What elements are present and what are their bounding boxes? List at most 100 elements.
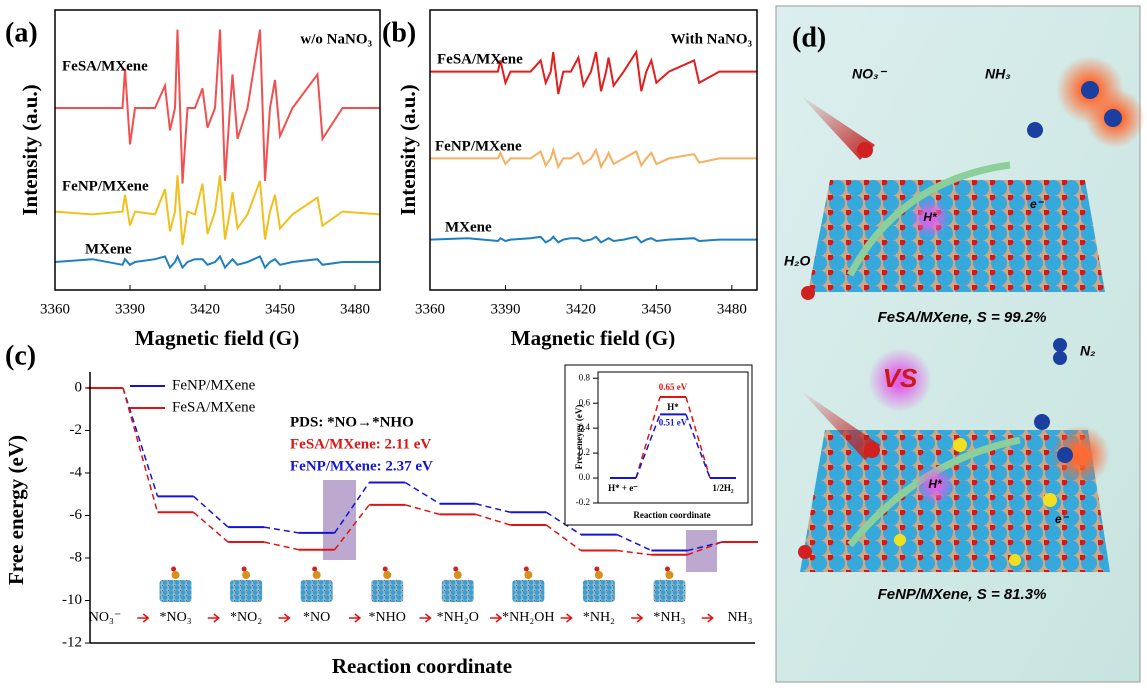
annotation: PDS: *NO→*NHO [290, 414, 414, 430]
connector [545, 511, 582, 536]
connector [193, 495, 229, 528]
connector [475, 513, 511, 526]
y-tick-label: -4 [70, 464, 83, 480]
slab-bottom [800, 430, 1110, 572]
connector [193, 511, 229, 543]
adsorbate [382, 566, 388, 572]
y-tick-label: 0.6 [579, 397, 591, 407]
spectrum-line [55, 29, 380, 184]
annotation: FeSA/MXene: 2.11 eV [290, 436, 431, 452]
annotation: FeNP/MXene: 2.37 eV [290, 458, 433, 474]
series-label: MXene [445, 219, 492, 235]
connector [404, 481, 441, 505]
nitrogen-label: N₂ [1080, 343, 1095, 359]
annotation: w/o NaNO₃ [300, 31, 372, 47]
hydrogen-label: H* [928, 477, 943, 491]
slab-top [808, 180, 1105, 292]
y-tick-label: 0.2 [579, 447, 590, 457]
x-tick-label: 3390 [490, 301, 520, 317]
catalyst-model [371, 580, 404, 602]
category-label: *NH₂O [437, 610, 479, 625]
y-axis-title: Free energy (eV) [4, 435, 28, 585]
x-tick-label: 3450 [641, 301, 671, 317]
arrow [631, 613, 644, 623]
series-label: FeSA/MXene [62, 58, 148, 74]
arrow [419, 613, 432, 623]
category-label: NH₃ [727, 610, 752, 625]
legend-label: FeSA/MXene [172, 399, 256, 415]
legend-label: FeNP/MXene [172, 377, 256, 393]
panel-d: (d) NO₃⁻ NH₃ H₂O H* H* e⁻ e⁻ FeSA/MXene,… [775, 5, 1145, 683]
catalyst-model [230, 580, 263, 602]
x-tick-label: 3390 [115, 301, 145, 317]
arrow [348, 613, 362, 623]
arrow [278, 613, 291, 623]
series-label: FeNP/MXene [62, 178, 149, 194]
catalyst-model [441, 580, 474, 602]
category-label: *NH₂ [583, 610, 615, 625]
hydrogen-label: H* [923, 210, 938, 224]
panel-label: (a) [5, 17, 38, 48]
y-tick-label: -12 [62, 634, 82, 650]
y-axis-title: Free eneygy (eV) [574, 405, 584, 470]
adsorbate [241, 566, 247, 572]
category-label: *NO₂ [230, 610, 262, 625]
x-axis-title: Magnetic field (G) [135, 326, 299, 350]
connector [475, 503, 511, 514]
x-tick-label: 3480 [717, 301, 747, 317]
panel-label: (d) [792, 22, 826, 53]
arrow [560, 613, 573, 623]
ammonia-label: NH₃ [985, 66, 1011, 82]
spectrum-line [429, 235, 757, 244]
y-axis-title: Intensity (a.u.) [396, 84, 420, 215]
connector [334, 482, 370, 534]
catalyst-model [582, 580, 615, 602]
connector [685, 396, 711, 479]
connector [687, 541, 723, 556]
versus-label: VS [883, 363, 918, 393]
x-tick-label: 3360 [40, 301, 70, 317]
adsorbate [594, 566, 600, 572]
x-axis-title: Reaction coordinate [332, 654, 512, 678]
category-label: *NO₃ [160, 610, 192, 625]
value-label: 0.65 eV [659, 382, 688, 392]
catalyst-model [159, 580, 192, 602]
y-tick-label: 0.0 [579, 472, 591, 482]
arrow [207, 613, 221, 623]
inset-box [564, 364, 753, 526]
adsorbate [664, 566, 670, 572]
connector [687, 541, 723, 552]
connector [616, 549, 652, 556]
category-label: *NO [303, 610, 330, 625]
x-tick-label: 3480 [340, 301, 370, 317]
x-axis-title: Reaction coordinate [633, 510, 710, 520]
electron-label: e⁻ [1030, 197, 1045, 211]
y-tick-label: -0.2 [576, 497, 590, 507]
adsorbate [453, 566, 459, 572]
series-label: FeSA/MXene [437, 51, 523, 67]
arrow [701, 613, 714, 623]
plot-frame [597, 371, 749, 504]
connector [545, 524, 582, 552]
connector [635, 396, 661, 479]
spectrum-line [54, 175, 381, 246]
highlight [323, 480, 356, 560]
category-label: H* + e⁻ [608, 483, 638, 493]
adsorbate [171, 571, 180, 579]
spectrum-line [430, 146, 757, 170]
arrow [137, 613, 150, 623]
y-axis-title: Intensity (a.u.) [18, 84, 42, 215]
highlight [686, 530, 717, 572]
value-label: 0.51 eV [659, 417, 688, 427]
plot-frame [54, 9, 381, 291]
category-label: NO₃⁻ [89, 610, 122, 625]
arrow [490, 613, 503, 623]
adsorbate [383, 571, 392, 579]
category-label: *NH₂OH [502, 610, 554, 625]
connector [263, 541, 299, 551]
y-tick-label: 0.4 [579, 422, 591, 432]
panel-label: (c) [5, 340, 36, 371]
x-tick-label: 3420 [566, 301, 596, 317]
adsorbate [242, 571, 251, 579]
water-label: H₂O [784, 253, 810, 269]
